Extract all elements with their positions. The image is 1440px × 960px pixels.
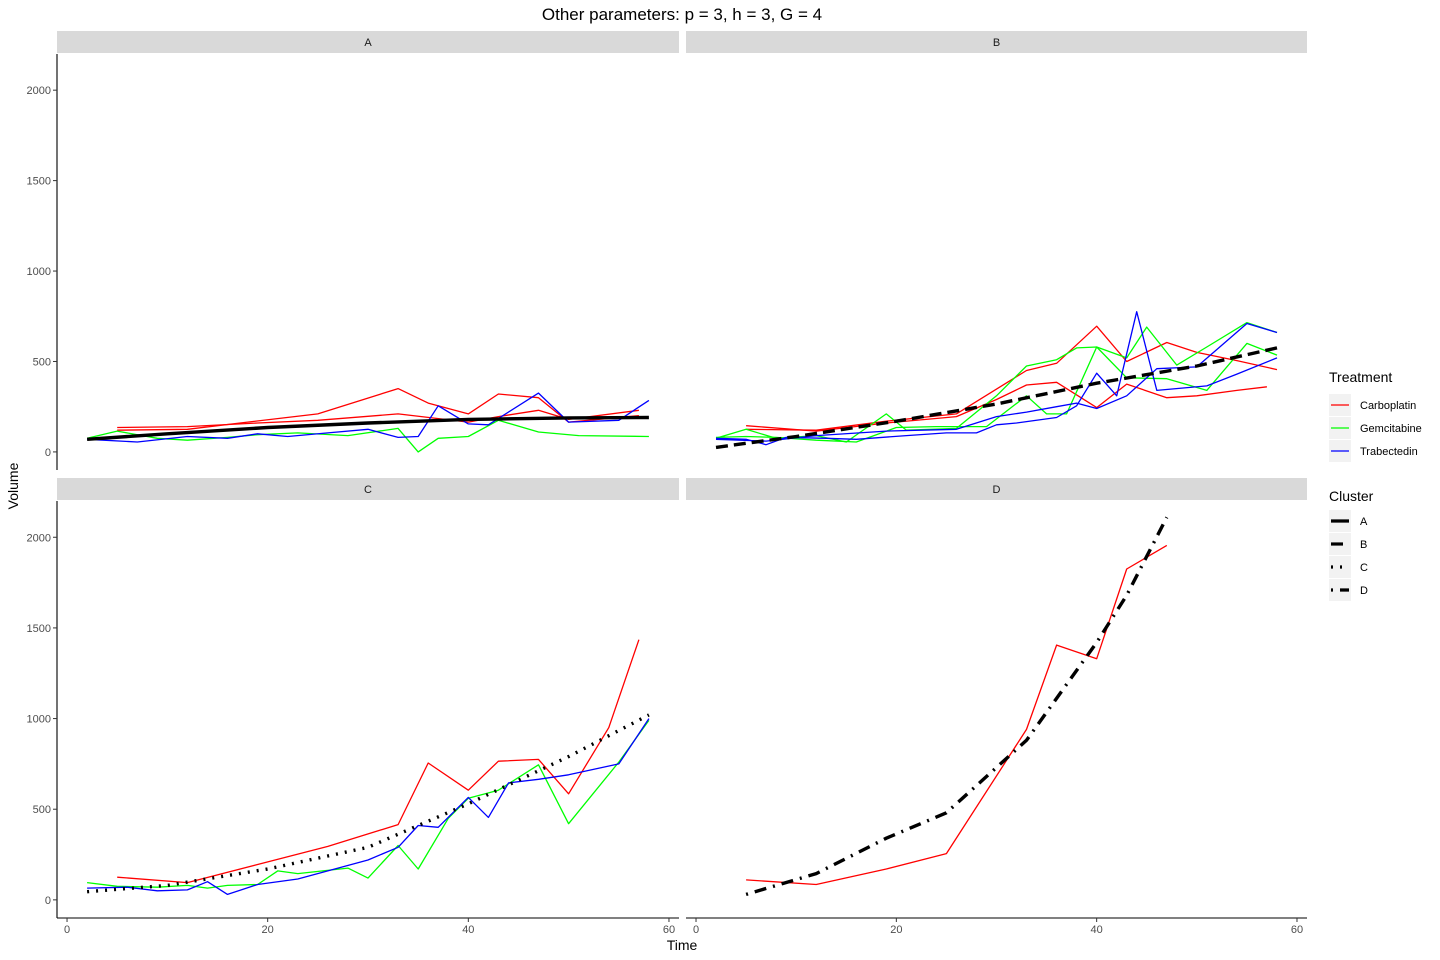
legend-cluster-a: A [1329, 510, 1368, 532]
x-tick-label-d-60: 60 [1291, 924, 1303, 936]
strip-c-label: C [364, 484, 372, 496]
cluster-trend-d-d [745, 516, 1169, 897]
strip-a-label: A [364, 37, 372, 49]
cluster-trend-b-b [715, 346, 1278, 450]
series-d-carboplatin-1 [746, 544, 1168, 886]
series-c-carboplatin-1 [117, 639, 640, 884]
x-axis-title: Time [667, 937, 698, 953]
y-tick-label-c-1500: 1500 [27, 623, 51, 635]
x-tick-label-c-20: 20 [262, 924, 274, 936]
cluster-trend-c-c [86, 713, 650, 894]
series-b-gemcitabine-1 [715, 321, 1278, 443]
x-tick-label-c-40: 40 [462, 924, 474, 936]
treatment-legend-title: Treatment [1329, 369, 1392, 385]
cluster-trend-a-a [86, 415, 649, 441]
series-a-gemcitabine-1 [86, 419, 649, 453]
series-b-trabectedin-2 [715, 322, 1278, 442]
x-tick-label-d-0: 0 [693, 924, 699, 936]
panel-c: C 0 500 1000 1500 2000 0 20 40 60 [27, 478, 679, 936]
panel-a: A 0 500 1000 1500 2000 [27, 31, 679, 470]
panel-b: B [686, 31, 1307, 450]
x-tick-label-c-0: 0 [64, 924, 70, 936]
y-tick-label-c-0: 0 [45, 895, 51, 907]
chart-title: Other parameters: p = 3, h = 3, G = 4 [542, 5, 822, 24]
strip-b-label: B [993, 37, 1000, 49]
series-c-gemcitabine-1 [87, 720, 650, 889]
strip-d-label: D [993, 484, 1001, 496]
series-a-trabectedin-1 [87, 392, 650, 443]
y-tick-label-a-2000: 2000 [27, 85, 51, 97]
x-tick-label-c-60: 60 [663, 924, 675, 936]
y-tick-label-a-500: 500 [33, 356, 51, 368]
legend-cluster-c: C [1329, 556, 1368, 578]
strip-d-background [686, 478, 1307, 500]
legend-label-carboplatin: Carboplatin [1360, 400, 1416, 412]
treatment-legend-keys: Carboplatin Gemcitabine Trabectedin [1329, 394, 1422, 462]
legend-cluster-b: B [1329, 533, 1367, 555]
series-b-trabectedin-1 [715, 311, 1278, 446]
series-c-trabectedin-1 [87, 718, 650, 896]
y-tick-label-c-500: 500 [33, 804, 51, 816]
legend-treatment-carboplatin: Carboplatin [1329, 394, 1416, 416]
series-a-carboplatin-2 [117, 387, 639, 431]
cluster-legend-title: Cluster [1329, 488, 1374, 504]
legend-cluster-label-d: D [1360, 585, 1368, 597]
treatment-legend: Treatment Carboplatin Gemcitabine Trabecte… [1329, 369, 1422, 462]
legend-label-gemcitabine: Gemcitabine [1360, 423, 1422, 435]
x-tick-label-d-40: 40 [1091, 924, 1103, 936]
y-tick-label-a-1500: 1500 [27, 176, 51, 188]
strip-a-background [57, 31, 679, 53]
y-tick-label-a-0: 0 [45, 447, 51, 459]
legend-cluster-label-a: A [1360, 516, 1368, 528]
strip-b-background [686, 31, 1307, 53]
legend-treatment-gemcitabine: Gemcitabine [1329, 417, 1422, 439]
y-tick-label-a-1000: 1000 [27, 266, 51, 278]
strip-c-background [57, 478, 679, 500]
y-tick-label-c-1000: 1000 [27, 714, 51, 726]
legend-cluster-label-c: C [1360, 562, 1368, 574]
legend-cluster-d: D [1329, 579, 1368, 601]
facet-panels: A 0 500 1000 1500 2000 B C 0 500 1000 1500 2000 0 20 40… [27, 31, 1307, 936]
legend-cluster-label-b: B [1360, 539, 1367, 551]
y-tick-label-c-2000: 2000 [27, 532, 51, 544]
legend-treatment-trabectedin: Trabectedin [1329, 440, 1418, 462]
panel-d: D 0 20 40 60 [686, 478, 1307, 936]
x-tick-label-d-20: 20 [890, 924, 902, 936]
y-axis-title: Volume [5, 462, 21, 509]
legend-label-trabectedin: Trabectedin [1360, 446, 1418, 458]
series-b-gemcitabine-2 [715, 342, 1278, 443]
